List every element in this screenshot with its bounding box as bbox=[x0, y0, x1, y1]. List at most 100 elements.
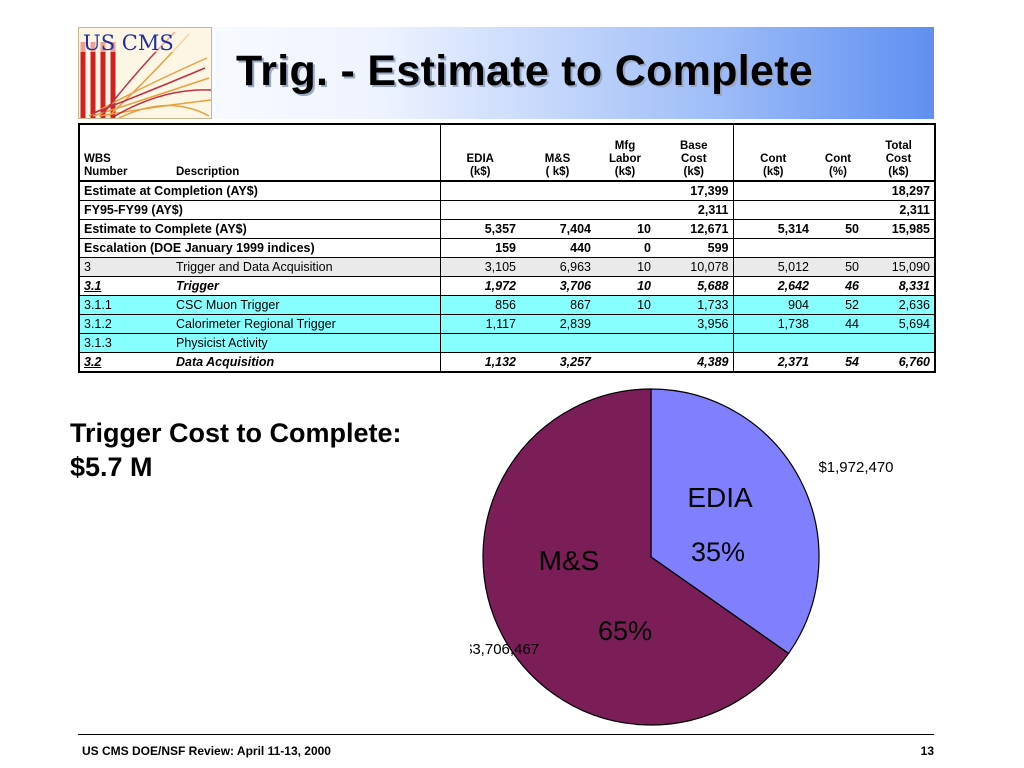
wbs-number: 3.1 bbox=[79, 276, 172, 296]
table-cell bbox=[595, 180, 655, 201]
table-cell: 10 bbox=[595, 276, 655, 296]
table-cell bbox=[595, 333, 655, 353]
column-header-line: Cost bbox=[680, 153, 707, 165]
column-header: Description bbox=[172, 124, 440, 181]
table-cell bbox=[520, 200, 595, 220]
column-header-line bbox=[176, 153, 436, 166]
table-cell: 1,117 bbox=[439, 314, 520, 334]
wbs-number: 3 bbox=[79, 257, 172, 277]
column-header-line: (k$) bbox=[614, 166, 636, 178]
table-cell bbox=[520, 180, 595, 201]
table-cell bbox=[732, 200, 813, 220]
table-cell: 18,297 bbox=[863, 180, 935, 201]
wbs-description: Calorimeter Regional Trigger bbox=[172, 314, 440, 334]
us-cms-logo: US CMS bbox=[78, 27, 212, 119]
table-cell bbox=[439, 180, 520, 201]
wbs-description: Physicist Activity bbox=[172, 333, 440, 353]
column-header: Base Cost (k$) bbox=[655, 124, 733, 181]
table-cell: 7,404 bbox=[520, 219, 595, 239]
column-header: Cont (k$) bbox=[732, 124, 813, 181]
table-cell: 599 bbox=[655, 238, 733, 258]
table-cell: 4,389 bbox=[655, 352, 733, 372]
wbs-description: CSC Muon Trigger bbox=[172, 295, 440, 315]
table-row: 3.1.2 Calorimeter Regional Trigger 1,117 2,… bbox=[79, 314, 935, 334]
column-header-line bbox=[738, 140, 810, 153]
edia-slice-label: EDIA bbox=[687, 482, 753, 513]
table-cell: 10 bbox=[595, 257, 655, 277]
table-cell: 2,636 bbox=[863, 295, 935, 315]
table-cell: 46 bbox=[813, 276, 863, 296]
table-cell: 1,972 bbox=[439, 276, 520, 296]
row-label: Escalation (DOE January 1999 indices) bbox=[79, 238, 440, 258]
table-cell: 5,012 bbox=[732, 257, 813, 277]
table-cell: 52 bbox=[813, 295, 863, 315]
column-header-line: (k$) bbox=[763, 166, 784, 178]
column-header: M&S( k$) bbox=[520, 124, 595, 181]
table-cell: 3,956 bbox=[655, 314, 733, 334]
slide-title: Trig. - Estimate to Complete bbox=[236, 47, 814, 95]
column-header-line bbox=[817, 140, 859, 153]
wbs-number: 3.1.3 bbox=[79, 333, 172, 353]
ms-percent-label: 65% bbox=[598, 616, 652, 646]
table-cell bbox=[439, 200, 520, 220]
table-row: Escalation (DOE January 1999 indices) 159… bbox=[79, 238, 935, 258]
caption-line-1: Trigger Cost to Complete: bbox=[70, 418, 402, 448]
table-cell bbox=[595, 352, 655, 372]
table-cell: 50 bbox=[813, 257, 863, 277]
column-header-line: (k$) bbox=[683, 166, 704, 178]
table-cell: 17,399 bbox=[655, 180, 733, 201]
table-header-row: WBS Number Description EDIA (k$) M&S( k$) Mfg L… bbox=[79, 124, 935, 181]
column-header-line bbox=[524, 140, 591, 153]
column-header: Mfg Labor (k$) bbox=[595, 124, 655, 181]
row-label: Estimate at Completion (AY$) bbox=[79, 180, 440, 201]
wbs-description: Trigger and Data Acquisition bbox=[172, 257, 440, 277]
table-cell: 12,671 bbox=[655, 219, 733, 239]
column-header-line: WBS bbox=[84, 153, 111, 165]
table-cell: 8,331 bbox=[863, 276, 935, 296]
column-header-line: Cost bbox=[885, 153, 912, 165]
column-header-line: Description bbox=[176, 166, 240, 178]
column-header-line: M&S bbox=[544, 153, 571, 165]
table-cell bbox=[863, 333, 935, 353]
table-cell: 15,985 bbox=[863, 219, 935, 239]
column-header-line: (%) bbox=[829, 166, 847, 178]
column-header-line: Number bbox=[84, 166, 128, 178]
table-cell: 2,311 bbox=[655, 200, 733, 220]
table-cell: 2,839 bbox=[520, 314, 595, 334]
table-cell: 2,642 bbox=[732, 276, 813, 296]
pie-slice-edia bbox=[650, 388, 820, 655]
table-row: Estimate to Complete (AY$) 5,357 7,404 10 12… bbox=[79, 219, 935, 239]
ms-amount-label: $3,706,467 bbox=[470, 641, 539, 658]
table-cell: 10,078 bbox=[655, 257, 733, 277]
table-cell bbox=[655, 333, 733, 353]
table-cell: 5,688 bbox=[655, 276, 733, 296]
column-header-line: Base bbox=[680, 140, 708, 152]
column-header-line: Total bbox=[885, 140, 912, 152]
column-header: Cont (%) bbox=[813, 124, 863, 181]
wbs-number: 3.1.1 bbox=[79, 295, 172, 315]
table-cell: 10 bbox=[595, 219, 655, 239]
table-row: 3.1.3 Physicist Activity bbox=[79, 333, 935, 353]
wbs-description: Data Acquisition bbox=[172, 352, 440, 372]
table-cell: 3,257 bbox=[520, 352, 595, 372]
table-cell: 2,371 bbox=[732, 352, 813, 372]
pie-slice-m-s bbox=[482, 388, 790, 726]
table-cell: 904 bbox=[732, 295, 813, 315]
table-cell: 5,357 bbox=[439, 219, 520, 239]
column-header-line: (k$) bbox=[888, 166, 909, 178]
table-row: Estimate at Completion (AY$) 17,399 18,297 bbox=[79, 180, 935, 201]
table-cell bbox=[813, 333, 863, 353]
chart-caption: Trigger Cost to Complete: $5.7 M bbox=[70, 416, 402, 484]
wbs-description: Trigger bbox=[172, 276, 440, 296]
footer-text: US CMS DOE/NSF Review: April 11-13, 2000 bbox=[82, 744, 331, 758]
wbs-number: 3.2 bbox=[79, 352, 172, 372]
column-header-line bbox=[176, 140, 436, 153]
table-row: 3.1.1 CSC Muon Trigger 856 867 10 1,733 904 52 2… bbox=[79, 295, 935, 315]
table-cell bbox=[732, 238, 813, 258]
table-cell bbox=[813, 238, 863, 258]
wbs-number: 3.1.2 bbox=[79, 314, 172, 334]
table-cell: 867 bbox=[520, 295, 595, 315]
table-cell bbox=[813, 180, 863, 201]
table-cell: 1,132 bbox=[439, 352, 520, 372]
table-row: 3.2 Data Acquisition 1,132 3,257 4,389 2,371 5… bbox=[79, 352, 935, 372]
